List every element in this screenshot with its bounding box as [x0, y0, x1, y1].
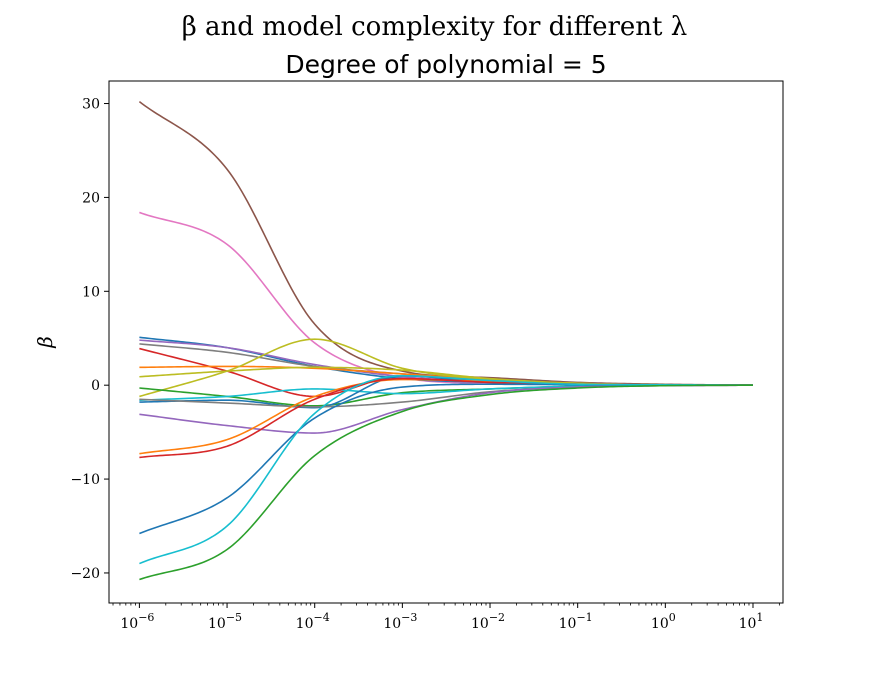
x-tick-label: 10−6: [120, 611, 154, 632]
series-line-1: [138, 101, 753, 386]
x-tick-label: 10−1: [559, 611, 593, 632]
chart-subtitle: Degree of polynomial = 5: [285, 50, 606, 79]
series-line-19: [139, 384, 753, 581]
y-tick-label: 30: [82, 97, 100, 113]
x-tick-label: 10−4: [296, 611, 330, 632]
y-tick-label: 20: [82, 190, 100, 206]
series-line-11: [139, 384, 753, 402]
plot-lines: [138, 101, 753, 581]
y-tick-label: 0: [91, 378, 100, 394]
y-tick-label: 10: [82, 284, 100, 300]
x-tick-label: 101: [739, 611, 764, 632]
x-tick-label: 10−3: [383, 611, 417, 632]
y-tick-label: −10: [70, 472, 100, 488]
series-line-6: [139, 347, 753, 398]
chart-title: β and model complexity for different λ: [182, 12, 688, 42]
y-tick-label: −20: [70, 566, 100, 582]
plot-frame: [108, 80, 784, 604]
x-tick-label: 10−5: [208, 611, 242, 632]
x-tick-label: 100: [651, 611, 676, 632]
x-tick-label: 10−2: [471, 611, 505, 632]
series-line-2: [139, 211, 753, 386]
axes: 10−6 10−5 10−4 10−3 10−2 10−1 100 1013020100−10…: [70, 80, 784, 632]
y-axis-label: β: [33, 336, 57, 349]
series-line-18: [139, 374, 753, 565]
series-line-17: [139, 383, 753, 535]
